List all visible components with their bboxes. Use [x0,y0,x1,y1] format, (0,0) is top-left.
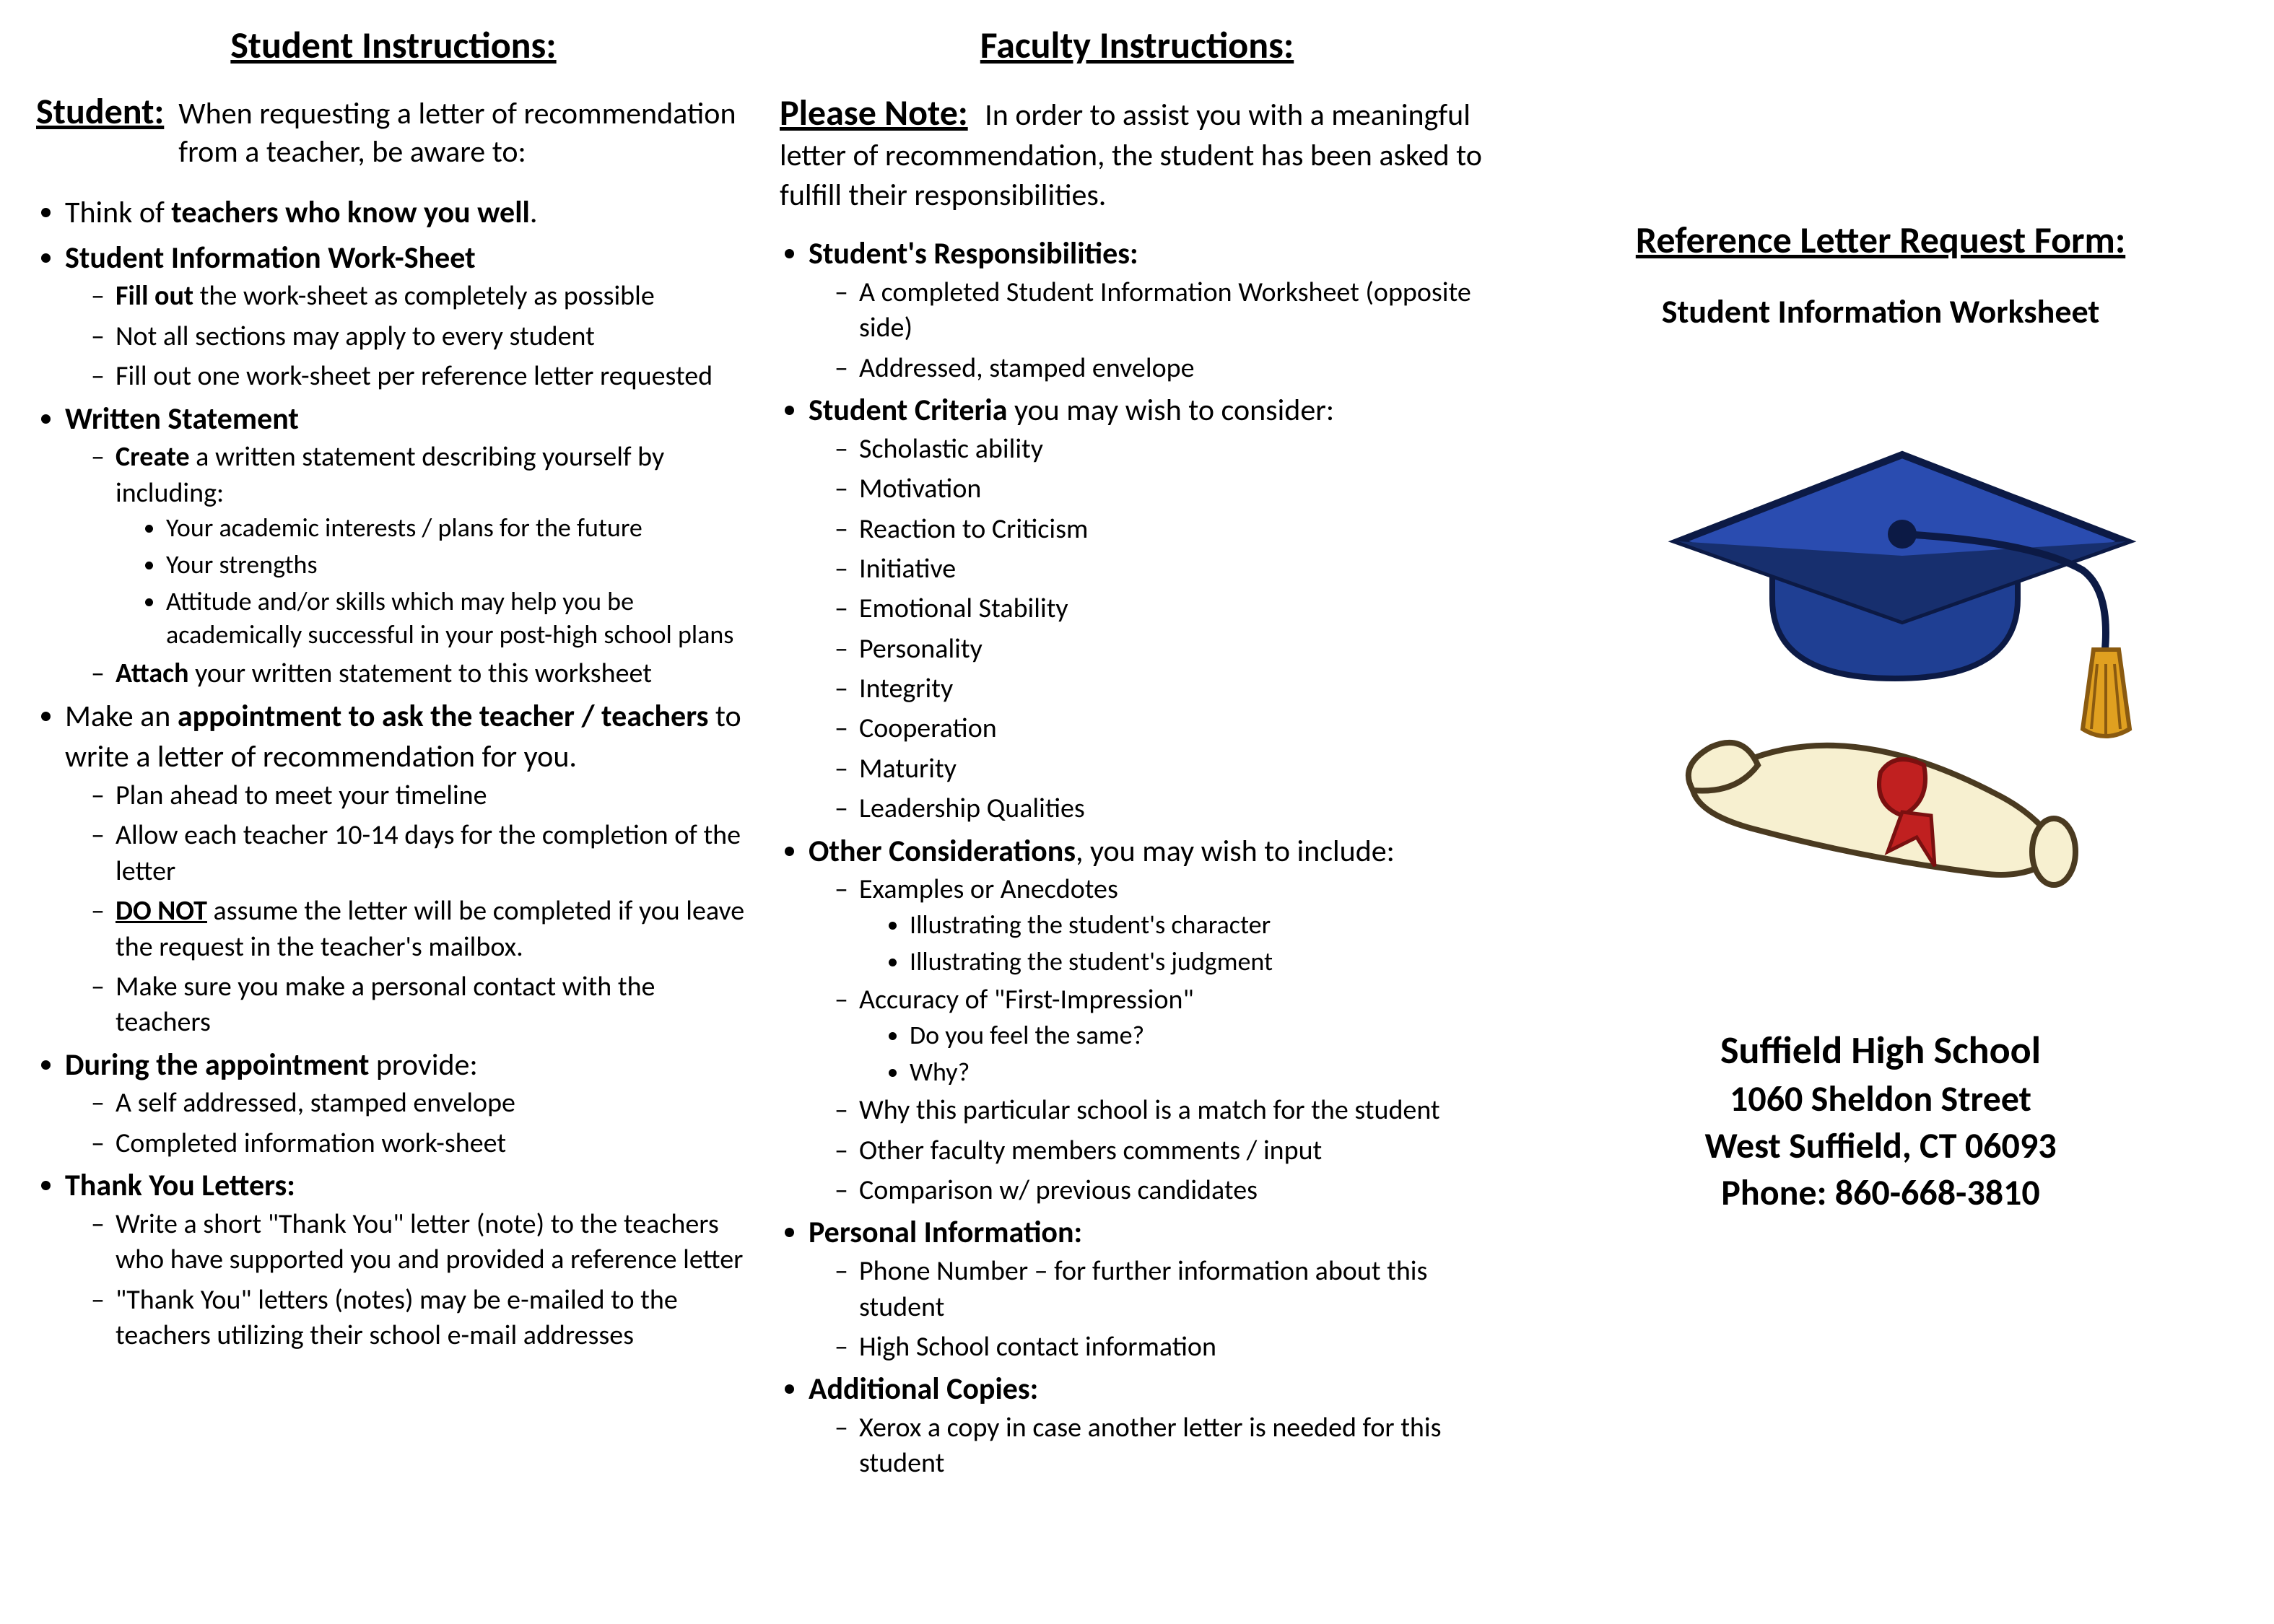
student-heading: Student Instructions: [36,22,751,68]
dash-cooperation: Cooperation [859,711,1494,746]
dash-envelope: A self addressed, stamped envelope [116,1086,751,1121]
graduation-icon [1592,390,2169,938]
dash-do-not: DO NOT assume the letter will be complet… [116,894,751,965]
faculty-lead-label: Please Note: [780,91,968,135]
faculty-lead: Please Note: In order to assist you with… [780,90,1494,215]
student-bullet-list: Think of teachers who know you well. Stu… [36,193,751,1358]
dash-ty-email: "Thank You" letters (notes) may be e-mai… [116,1283,751,1354]
dash-completed-ws: A completed Student Information Workshee… [859,275,1494,346]
dash-one-per: Fill out one work-sheet per reference le… [116,359,751,394]
dash-scholastic: Scholastic ability [859,432,1494,467]
school-city: West Suffield, CT 06093 [1704,1122,2056,1169]
dash-phone: Phone Number – for further information a… [859,1254,1494,1325]
dash-xerox: Xerox a copy in case another letter is n… [859,1410,1494,1482]
inner-judgment: Illustrating the student's judgment [910,945,1494,979]
bullet-thank-you: Thank You Letters: Write a short "Thank … [65,1166,751,1353]
inner-strengths: Your strengths [166,548,751,582]
dash-maturity: Maturity [859,751,1494,787]
bullet-appointment: Make an appointment to ask the teacher /… [65,697,751,1041]
bullet-responsibilities: Student's Responsibilities: A completed … [809,234,1494,386]
school-street: 1060 Sheldon Street [1704,1075,2056,1122]
dash-examples: Examples or Anecdotes Illustrating the s… [859,872,1494,978]
bullet-during-appointment: During the appointment provide: A self a… [65,1045,751,1161]
dash-first-impression: Accuracy of "First-Impression" Do you fe… [859,982,1494,1088]
school-phone: Phone: 860-668-3810 [1704,1169,2056,1216]
faculty-instructions-column: Faculty Instructions: Please Note: In or… [780,22,1494,1602]
bullet-additional-copies: Additional Copies: Xerox a copy in case … [809,1369,1494,1481]
dash-plan-ahead: Plan ahead to meet your timeline [116,778,751,813]
dash-fillout: Fill out the work-sheet as completely as… [116,279,751,314]
dash-allow-days: Allow each teacher 10-14 days for the co… [116,818,751,889]
diploma-icon [1689,743,2075,885]
inner-why: Why? [910,1055,1494,1089]
faculty-bullet-list: Student's Responsibilities: A completed … [780,234,1494,1486]
dash-personal-contact: Make sure you make a personal contact wi… [116,969,751,1041]
faculty-heading: Faculty Instructions: [780,22,1494,68]
dash-personality: Personality [859,632,1494,667]
dash-worksheet: Completed information work-sheet [116,1126,751,1161]
dash-criticism: Reaction to Criticism [859,512,1494,547]
dash-hs-contact: High School contact information [859,1330,1494,1365]
form-title: Reference Letter Request Form: [1636,217,2125,263]
title-panel-column: Reference Letter Request Form: Student I… [1523,22,2238,1602]
student-lead-label: Student: [36,90,164,171]
mortarboard-icon [1678,455,2130,736]
dash-initiative: Initiative [859,551,1494,587]
dash-attach: Attach your written statement to this wo… [116,656,751,691]
inner-attitude: Attitude and/or skills which may help yo… [166,585,751,652]
student-instructions-column: Student Instructions: Student: When requ… [36,22,751,1602]
dash-comparison: Comparison w/ previous candidates [859,1173,1494,1208]
inner-feel-same: Do you feel the same? [910,1018,1494,1052]
bullet-info-worksheet: Student Information Work-Sheet Fill out … [65,238,751,395]
dash-integrity: Integrity [859,671,1494,707]
dash-leadership: Leadership Qualities [859,791,1494,826]
bullet-think-of-teachers: Think of teachers who know you well. [65,193,751,234]
school-address: Suffield High School 1060 Sheldon Street… [1704,1025,2056,1216]
dash-other-faculty: Other faculty members comments / input [859,1133,1494,1169]
dash-motivation: Motivation [859,471,1494,507]
bullet-personal-info: Personal Information: Phone Number – for… [809,1213,1494,1365]
school-name: Suffield High School [1704,1025,2056,1075]
dash-emotional: Emotional Stability [859,591,1494,627]
dash-create: Create a written statement describing yo… [116,440,751,652]
student-lead: Student: When requesting a letter of rec… [36,90,751,171]
bullet-other-considerations: Other Considerations, you may wish to in… [809,831,1494,1209]
student-lead-text: When requesting a letter of recommendati… [178,90,751,171]
inner-character: Illustrating the student's character [910,908,1494,942]
dash-ty-write: Write a short "Thank You" letter (note) … [116,1207,751,1278]
dash-not-all: Not all sections may apply to every stud… [116,319,751,354]
inner-academic: Your academic interests / plans for the … [166,511,751,545]
dash-stamped-env: Addressed, stamped envelope [859,351,1494,386]
dash-school-match: Why this particular school is a match fo… [859,1093,1494,1128]
bullet-written-statement: Written Statement Create a written state… [65,399,751,692]
form-subtitle: Student Information Worksheet [1662,292,2100,332]
bullet-criteria: Student Criteria you may wish to conside… [809,390,1494,827]
